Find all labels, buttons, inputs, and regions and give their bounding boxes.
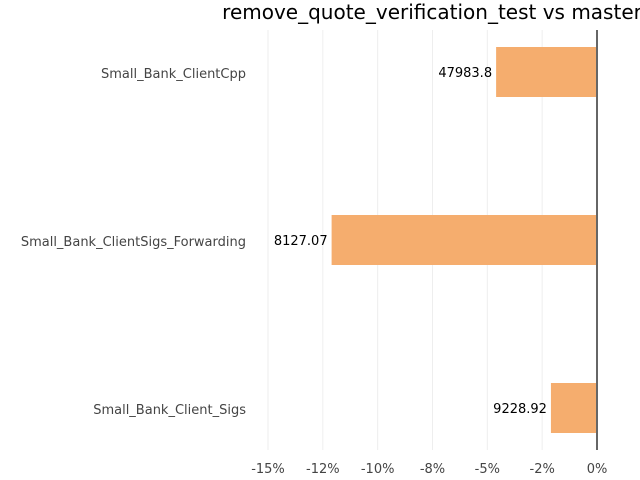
x-tick-label: -12% — [306, 462, 340, 477]
data-label: 47983.8 — [438, 66, 492, 81]
x-tick-label: -8% — [420, 462, 445, 477]
data-label: 9228.92 — [493, 402, 547, 417]
bar — [550, 383, 597, 433]
x-tick-label: -15% — [251, 462, 285, 477]
x-tick-label: 0% — [587, 462, 608, 477]
data-label: 8127.07 — [274, 234, 328, 249]
bar — [496, 47, 597, 97]
labels: 47983.8 Small_Bank_ClientCpp 8127.07 Small_… — [21, 66, 547, 418]
x-tick-label: -10% — [361, 462, 395, 477]
category-label: Small_Bank_Client_Sigs — [93, 403, 246, 418]
bar — [331, 215, 597, 265]
bars — [331, 47, 597, 433]
x-tick-label: -2% — [530, 462, 555, 477]
category-label: Small_Bank_ClientCpp — [101, 67, 246, 82]
x-tick-label: -5% — [475, 462, 500, 477]
chart-title: remove_quote_verification_test vs master — [222, 0, 640, 24]
category-label: Small_Bank_ClientSigs_Forwarding — [21, 235, 246, 250]
x-tick-labels: -15% -12% -10% -8% -5% -2% 0% — [251, 462, 607, 477]
